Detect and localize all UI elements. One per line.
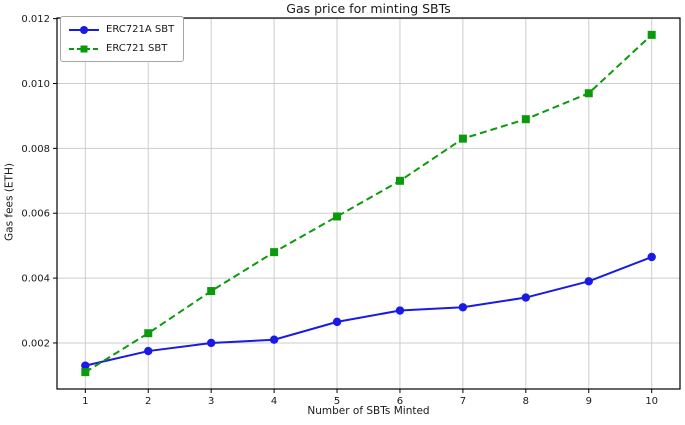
y-tick-label: 0.004: [21, 274, 50, 285]
data-point-square: [270, 248, 279, 257]
y-tick-label: 0.008: [21, 144, 50, 155]
y-tick-label: 0.006: [21, 209, 50, 220]
data-point-circle: [206, 338, 216, 348]
x-tick-label: 7: [460, 396, 466, 407]
legend-line-square-swatch: [69, 45, 99, 52]
data-point-square: [333, 212, 342, 221]
x-tick-label: 8: [523, 396, 529, 407]
legend-label: ERC721 SBT: [106, 43, 168, 54]
y-tick-label: 0.002: [21, 338, 50, 349]
data-point-circle: [521, 293, 531, 302]
chart-title: Gas price for minting SBTs: [286, 1, 451, 16]
y-tick-label: 0.010: [21, 79, 50, 90]
data-point-circle: [584, 277, 593, 286]
data-point-circle: [647, 252, 656, 262]
data-point-square: [458, 134, 467, 143]
legend-swatch-square: [80, 45, 88, 52]
data-point-circle: [332, 317, 342, 327]
x-tick-label: 9: [586, 396, 592, 407]
data-point-square: [647, 30, 656, 39]
x-tick-label: 10: [645, 396, 658, 407]
data-point-circle: [81, 361, 90, 370]
data-point-square: [144, 329, 153, 338]
series-line: [84, 34, 653, 373]
axes-frame: [56, 17, 681, 390]
legend: ERC721A SBT ERC721 SBT: [60, 16, 185, 62]
x-tick-label: 1: [82, 396, 88, 407]
data-point-square: [81, 368, 90, 377]
x-tick-label: 6: [397, 396, 403, 407]
legend-item-erc721: ERC721 SBT: [68, 40, 174, 57]
data-point-circle: [395, 306, 405, 315]
y-tick-label: 0.012: [21, 14, 50, 25]
series-line: [85, 256, 653, 367]
data-point-square: [521, 115, 530, 124]
data-point-circle: [269, 335, 279, 344]
data-point-square: [584, 89, 593, 98]
data-point-square: [207, 287, 216, 296]
data-point-circle: [144, 346, 153, 356]
legend-item-erc721a: ERC721A SBT: [68, 21, 174, 38]
x-axis-label: Number of SBTs Minted: [307, 405, 430, 417]
x-tick-label: 5: [334, 396, 340, 407]
data-point-square: [395, 176, 404, 185]
legend-line-circle-swatch: [69, 25, 99, 34]
x-tick-label: 4: [271, 396, 277, 407]
legend-label: ERC721A SBT: [106, 24, 175, 35]
legend-swatch-circle: [80, 25, 88, 34]
x-tick-label: 2: [145, 396, 151, 407]
x-tick-label: 3: [208, 396, 214, 407]
data-point-circle: [458, 303, 468, 312]
